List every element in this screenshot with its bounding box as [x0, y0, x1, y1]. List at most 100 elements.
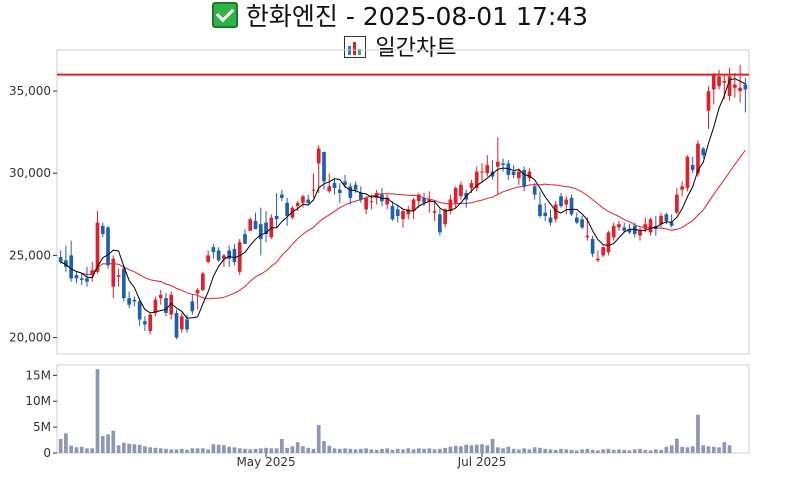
candle-body: [543, 212, 548, 216]
candle-body: [237, 242, 242, 272]
volume-bar: [617, 449, 621, 453]
candle-body: [411, 199, 416, 212]
candle-body: [64, 260, 68, 267]
price-panel-frame: [56, 49, 750, 355]
candle-body: [353, 184, 358, 190]
candle-body: [564, 199, 569, 205]
volume-bar: [438, 448, 442, 453]
candle-body: [395, 209, 400, 216]
candle-body: [316, 148, 321, 164]
price-axis: 20,000 25,000 30,000 35,000: [9, 84, 57, 345]
volume-bar: [422, 448, 426, 453]
ma20-line: [60, 149, 746, 300]
candle-body: [522, 169, 526, 187]
candle-body: [301, 196, 305, 203]
candle-body: [69, 255, 74, 279]
volume-bar: [269, 448, 274, 453]
candle-body: [248, 219, 253, 231]
candle-body: [596, 258, 600, 261]
candle-body: [85, 278, 89, 282]
candle-body: [427, 199, 432, 202]
volume-bar: [280, 439, 284, 453]
volume-bar: [274, 448, 279, 453]
volume-bar: [58, 439, 63, 453]
volume-bar: [116, 445, 121, 453]
volume-bar: [369, 449, 374, 453]
date-tick-label: Jul 2025: [457, 455, 507, 469]
volume-bar: [706, 446, 711, 453]
candle-body: [416, 194, 421, 202]
candle-body: [738, 87, 742, 92]
volume-bar: [190, 448, 195, 453]
candle-body: [711, 74, 716, 90]
candle-body: [495, 161, 500, 167]
volume-bar: [538, 447, 542, 453]
candle-body: [585, 235, 590, 238]
candle-body: [706, 91, 711, 111]
volume-bar: [306, 447, 311, 453]
volume-bar: [553, 449, 558, 453]
volume-bar: [137, 444, 142, 453]
volume-bar: [517, 449, 521, 453]
candle-body: [322, 151, 326, 182]
volume-bar: [501, 448, 505, 453]
candle-body: [137, 301, 142, 320]
candle-body: [648, 219, 653, 233]
volume-bar: [85, 448, 89, 453]
volume-bar: [532, 447, 537, 453]
volume-bar: [675, 438, 679, 453]
candle-body: [622, 227, 627, 231]
candle-body: [148, 314, 153, 331]
candle-body: [143, 321, 147, 325]
candle-body: [185, 319, 189, 330]
candle-body: [343, 181, 347, 185]
volume-bar: [711, 446, 716, 453]
candle-body: [459, 184, 463, 197]
candle-body: [580, 219, 584, 228]
volume-bar: [216, 444, 221, 453]
volume-bar: [627, 450, 632, 453]
volume-bar: [258, 448, 263, 453]
volume-tick-label: 10M: [25, 394, 51, 408]
volume-bar: [95, 369, 100, 453]
volume-bar: [227, 446, 232, 453]
candle-body: [306, 199, 311, 203]
candle-body: [406, 209, 411, 215]
volume-bar: [685, 447, 690, 453]
candle-body: [480, 171, 484, 173]
candle-body: [627, 229, 632, 233]
checkmark-icon: [211, 2, 238, 28]
volume-axis: 0 5M 10M 15M: [25, 368, 57, 460]
candle-body: [311, 189, 316, 191]
volume-bar: [580, 449, 584, 453]
volume-bar: [622, 449, 627, 453]
volume-bar: [469, 445, 474, 453]
candle-body: [443, 209, 447, 225]
candle-body: [664, 214, 669, 221]
candle-body: [617, 224, 621, 228]
volume-bar: [527, 449, 532, 453]
volume-bar: [348, 448, 353, 453]
candle-body: [285, 202, 289, 216]
volume-bar: [722, 442, 727, 453]
candle-body: [264, 222, 268, 235]
volume-bar: [459, 446, 463, 453]
volume-bar: [90, 448, 95, 453]
candle-body: [401, 211, 405, 220]
candle-body: [216, 250, 221, 261]
candle-body: [611, 225, 616, 238]
volume-bar: [411, 449, 416, 453]
candle-body: [327, 186, 332, 192]
chart-subtitle-text: 일간차트: [375, 36, 457, 61]
date-tick-label: May 2025: [236, 455, 295, 469]
candle-body: [659, 215, 663, 225]
volume-bar: [596, 450, 600, 453]
volume-bar: [390, 449, 395, 453]
candle-body: [95, 222, 100, 272]
candle-body: [243, 234, 247, 244]
candle-body: [732, 84, 737, 88]
candle-body: [722, 81, 727, 83]
volume-bar: [701, 445, 706, 453]
volume-bar: [585, 448, 590, 453]
candle-body: [743, 84, 748, 90]
